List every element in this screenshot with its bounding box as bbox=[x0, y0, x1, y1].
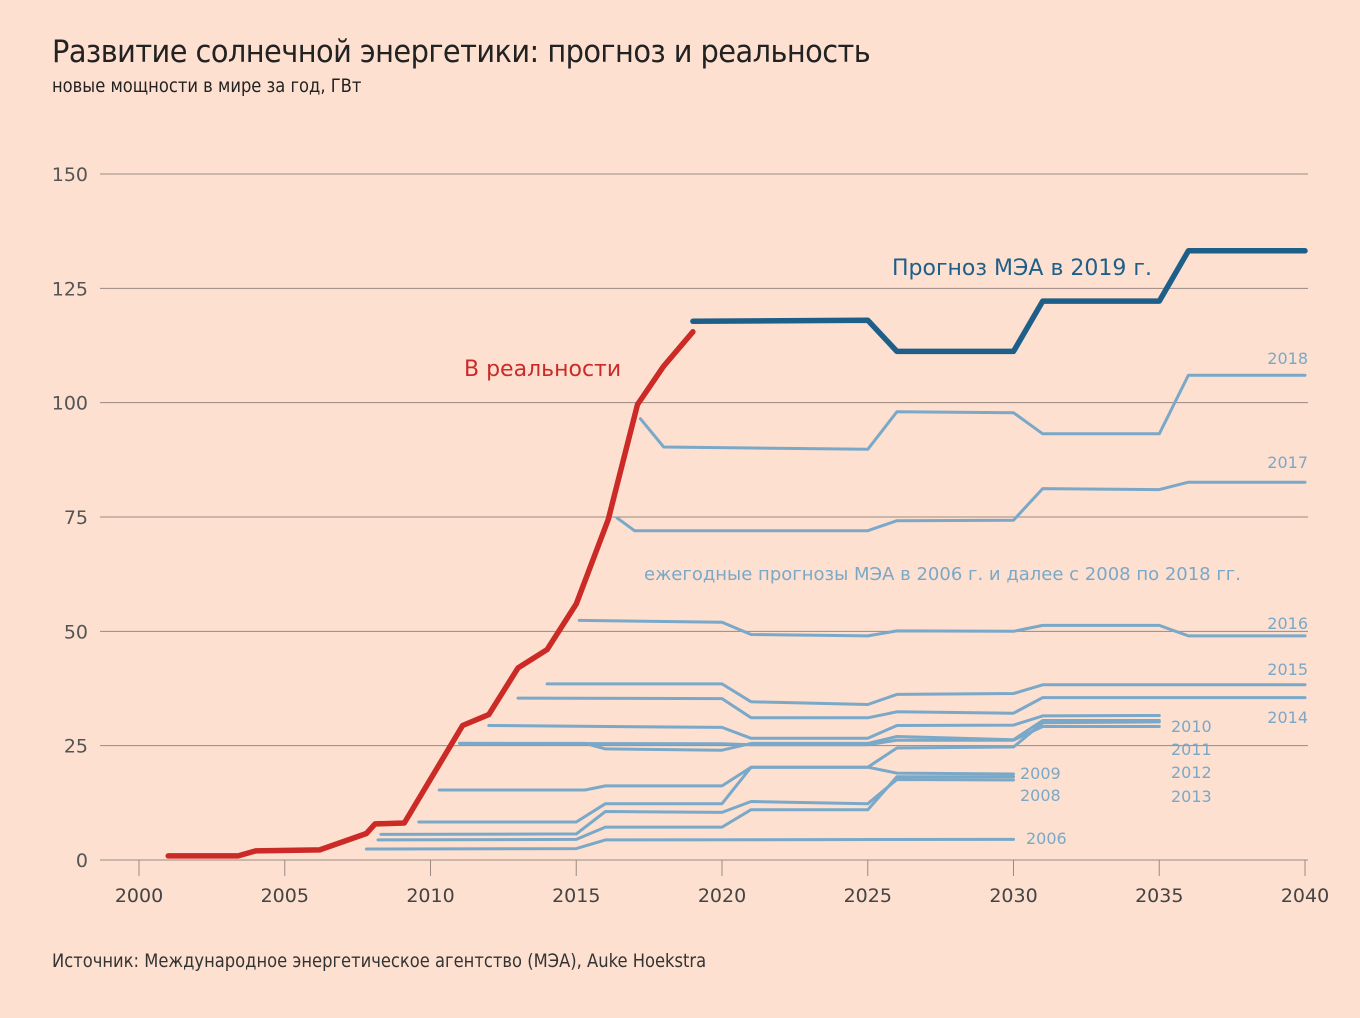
series-line-2019 bbox=[690, 248, 1308, 355]
x-tick-label: 2010 bbox=[406, 885, 454, 907]
series-line-2013 bbox=[487, 714, 1161, 740]
annotations: В реальности Прогноз МЭА в 2019 г. ежего… bbox=[464, 256, 1241, 585]
x-tick-label: 2025 bbox=[844, 885, 892, 907]
y-tick-label: 50 bbox=[64, 621, 88, 643]
x-tick-label: 2020 bbox=[698, 885, 746, 907]
chart-subtitle: новые мощности в мире за год, ГВт bbox=[52, 75, 362, 97]
series-line-2016 bbox=[577, 618, 1307, 638]
series-label-2008: 2008 bbox=[1020, 786, 1061, 805]
series-label-2010: 2010 bbox=[1171, 717, 1212, 736]
x-tick-label: 2035 bbox=[1135, 885, 1183, 907]
series-labels: 2018 2017 2016 2015 2014 2013 2012 2011 2010 2009… bbox=[1020, 349, 1308, 848]
series-label-2012: 2012 bbox=[1171, 763, 1212, 782]
chart-title: Развитие солнечной энергетики: прогноз и… bbox=[52, 34, 871, 70]
series-lines bbox=[165, 248, 1308, 859]
series-label-2016: 2016 bbox=[1267, 614, 1308, 633]
x-tick-label: 2040 bbox=[1281, 885, 1329, 907]
y-tick-label: 25 bbox=[64, 736, 88, 758]
x-tick-label: 2030 bbox=[989, 885, 1037, 907]
y-tick-label: 100 bbox=[52, 393, 88, 415]
series-line-2014 bbox=[516, 696, 1307, 720]
series-label-2015: 2015 bbox=[1267, 660, 1308, 679]
series-label-2017: 2017 bbox=[1267, 453, 1308, 472]
annotation-old-forecasts: ежегодные прогнозы МЭА в 2006 г. и далее… bbox=[644, 564, 1241, 585]
annotation-actual: В реальности bbox=[464, 357, 621, 382]
series-line-2006 bbox=[364, 837, 1015, 851]
series-line-2008b bbox=[376, 775, 1015, 842]
x-tick-label: 2000 bbox=[115, 885, 163, 907]
y-tick-label: 150 bbox=[52, 164, 88, 186]
annotation-forecast-2019: Прогноз МЭА в 2019 г. bbox=[892, 256, 1152, 281]
series-label-2014: 2014 bbox=[1267, 708, 1308, 727]
axes: 0 25 50 75 100 125 150 2000 2005 2010 2015 2020 2025… bbox=[52, 164, 1329, 907]
series-label-2018: 2018 bbox=[1267, 349, 1308, 368]
series-line-2011 bbox=[458, 725, 1161, 747]
x-tick-label: 2005 bbox=[261, 885, 309, 907]
series-label-2009: 2009 bbox=[1020, 764, 1061, 783]
series-line-В реальности bbox=[165, 329, 696, 859]
series-label-2011: 2011 bbox=[1171, 740, 1212, 759]
y-tick-label: 125 bbox=[52, 278, 88, 300]
series-label-2006: 2006 bbox=[1026, 829, 1067, 848]
y-tick-label: 0 bbox=[76, 850, 88, 872]
series-label-2013: 2013 bbox=[1171, 787, 1212, 806]
x-tick-label: 2015 bbox=[552, 885, 600, 907]
grid-lines bbox=[100, 173, 1308, 861]
series-line-2017 bbox=[615, 480, 1307, 533]
series-line-2015 bbox=[545, 682, 1307, 706]
source-note: Источник: Международное энергетическое а… bbox=[52, 950, 707, 972]
series-line-2009 bbox=[417, 765, 1015, 824]
y-tick-label: 75 bbox=[64, 507, 88, 529]
series-line-2018 bbox=[638, 373, 1307, 451]
